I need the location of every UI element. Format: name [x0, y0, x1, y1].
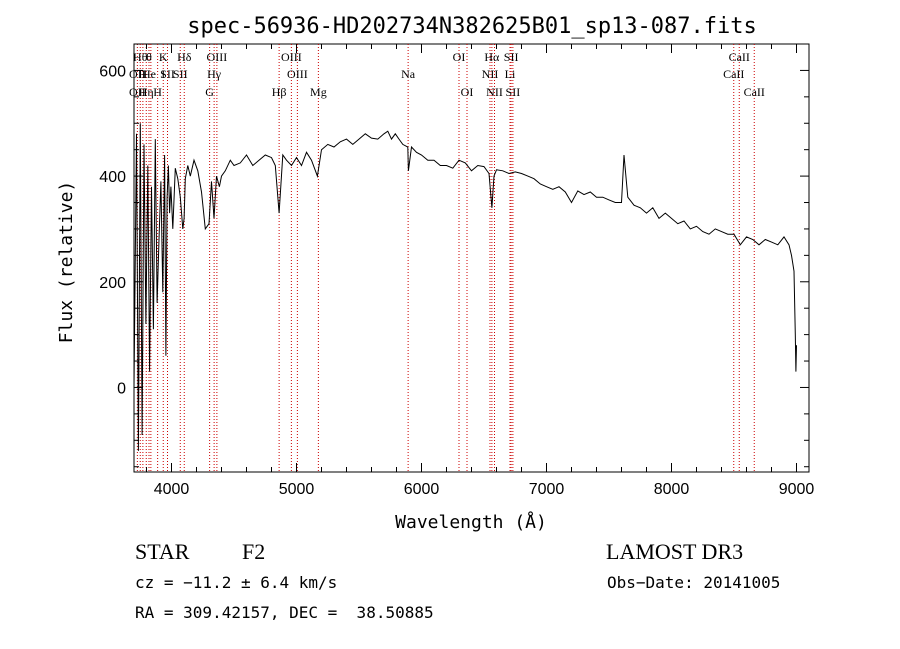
axis-ticks: 4000 5000 6000 7000 8000 9000 0 200 400 600	[99, 43, 815, 498]
x-tick-label: 7000	[529, 481, 565, 498]
spectral-line-label: NII	[482, 67, 499, 81]
plot-frame	[133, 43, 810, 473]
x-axis-label: Wavelength (Å)	[395, 511, 547, 533]
y-tick-label: 400	[99, 169, 126, 186]
spectral-line-label: K	[159, 50, 168, 64]
spectral-line-label: G	[205, 85, 214, 99]
survey-name: LAMOST DR3	[606, 539, 744, 564]
y-tick-label: 200	[99, 275, 126, 292]
spectral-line-label: NII	[486, 85, 503, 99]
spectral-line-label: OIII	[207, 50, 228, 64]
spectral-line-label: He	[142, 67, 156, 81]
spectral-line-label: OII	[129, 85, 146, 99]
spectral-line-label: OI	[461, 85, 474, 99]
x-tick-label: 6000	[404, 481, 440, 498]
redshift-cz: cz = −11.2 ± 6.4 km/s	[135, 573, 338, 592]
spectral-line-label: OI	[453, 50, 466, 64]
spectral-line-label: Li	[505, 67, 516, 81]
x-tick-label: 5000	[279, 481, 315, 498]
y-tick-label: 0	[117, 380, 126, 397]
spectral-line-label: SII	[504, 50, 519, 64]
spectral-line-label: Hγ	[207, 67, 222, 81]
spectral-line-label: Hβ	[272, 85, 287, 99]
spectrum-line	[133, 123, 797, 451]
spectral-line-label: OIII	[281, 50, 302, 64]
spectral-line-label: Hα	[484, 50, 500, 64]
y-axis-label: Flux (relative)	[56, 181, 77, 344]
spectral-line-label: Na	[401, 67, 416, 81]
ra-dec-coordinates: RA = 309.42157, DEC = 38.50885	[135, 603, 434, 622]
spectral-line-label: OIII	[287, 67, 308, 81]
spectral-line-label: Hθ	[133, 50, 148, 64]
spectral-line-label: OII	[129, 67, 146, 81]
x-tick-label: 8000	[654, 481, 690, 498]
spectral-line-label: Hδ	[177, 50, 192, 64]
chart-title: spec-56936-HD202734N382625B01_sp13-087.f…	[187, 14, 757, 39]
spectral-line-label: CaII	[723, 67, 744, 81]
spectral-line-label: SII	[506, 85, 521, 99]
spectral-line-label: I	[161, 67, 165, 81]
spectral-line-label: Hη	[139, 85, 154, 99]
spectral-line-label: H	[153, 85, 162, 99]
spectral-line-label: CaII	[744, 85, 765, 99]
spectral-line-label: CaII	[729, 50, 750, 64]
spectral-line-label: SII	[173, 67, 188, 81]
spectral-line-label: SII	[160, 67, 175, 81]
spectral-line-label: H	[139, 67, 148, 81]
y-tick-label: 600	[99, 63, 126, 80]
object-class: STAR	[135, 539, 190, 564]
spectral-line-label: θ	[146, 50, 152, 64]
x-tick-label: 4000	[154, 481, 190, 498]
object-subclass: F2	[242, 539, 266, 564]
x-tick-label: 9000	[779, 481, 815, 498]
observation-date: Obs−Date: 20141005	[607, 573, 781, 592]
spectral-line-label: Mg	[310, 85, 327, 99]
spectral-line-markers	[136, 44, 755, 472]
